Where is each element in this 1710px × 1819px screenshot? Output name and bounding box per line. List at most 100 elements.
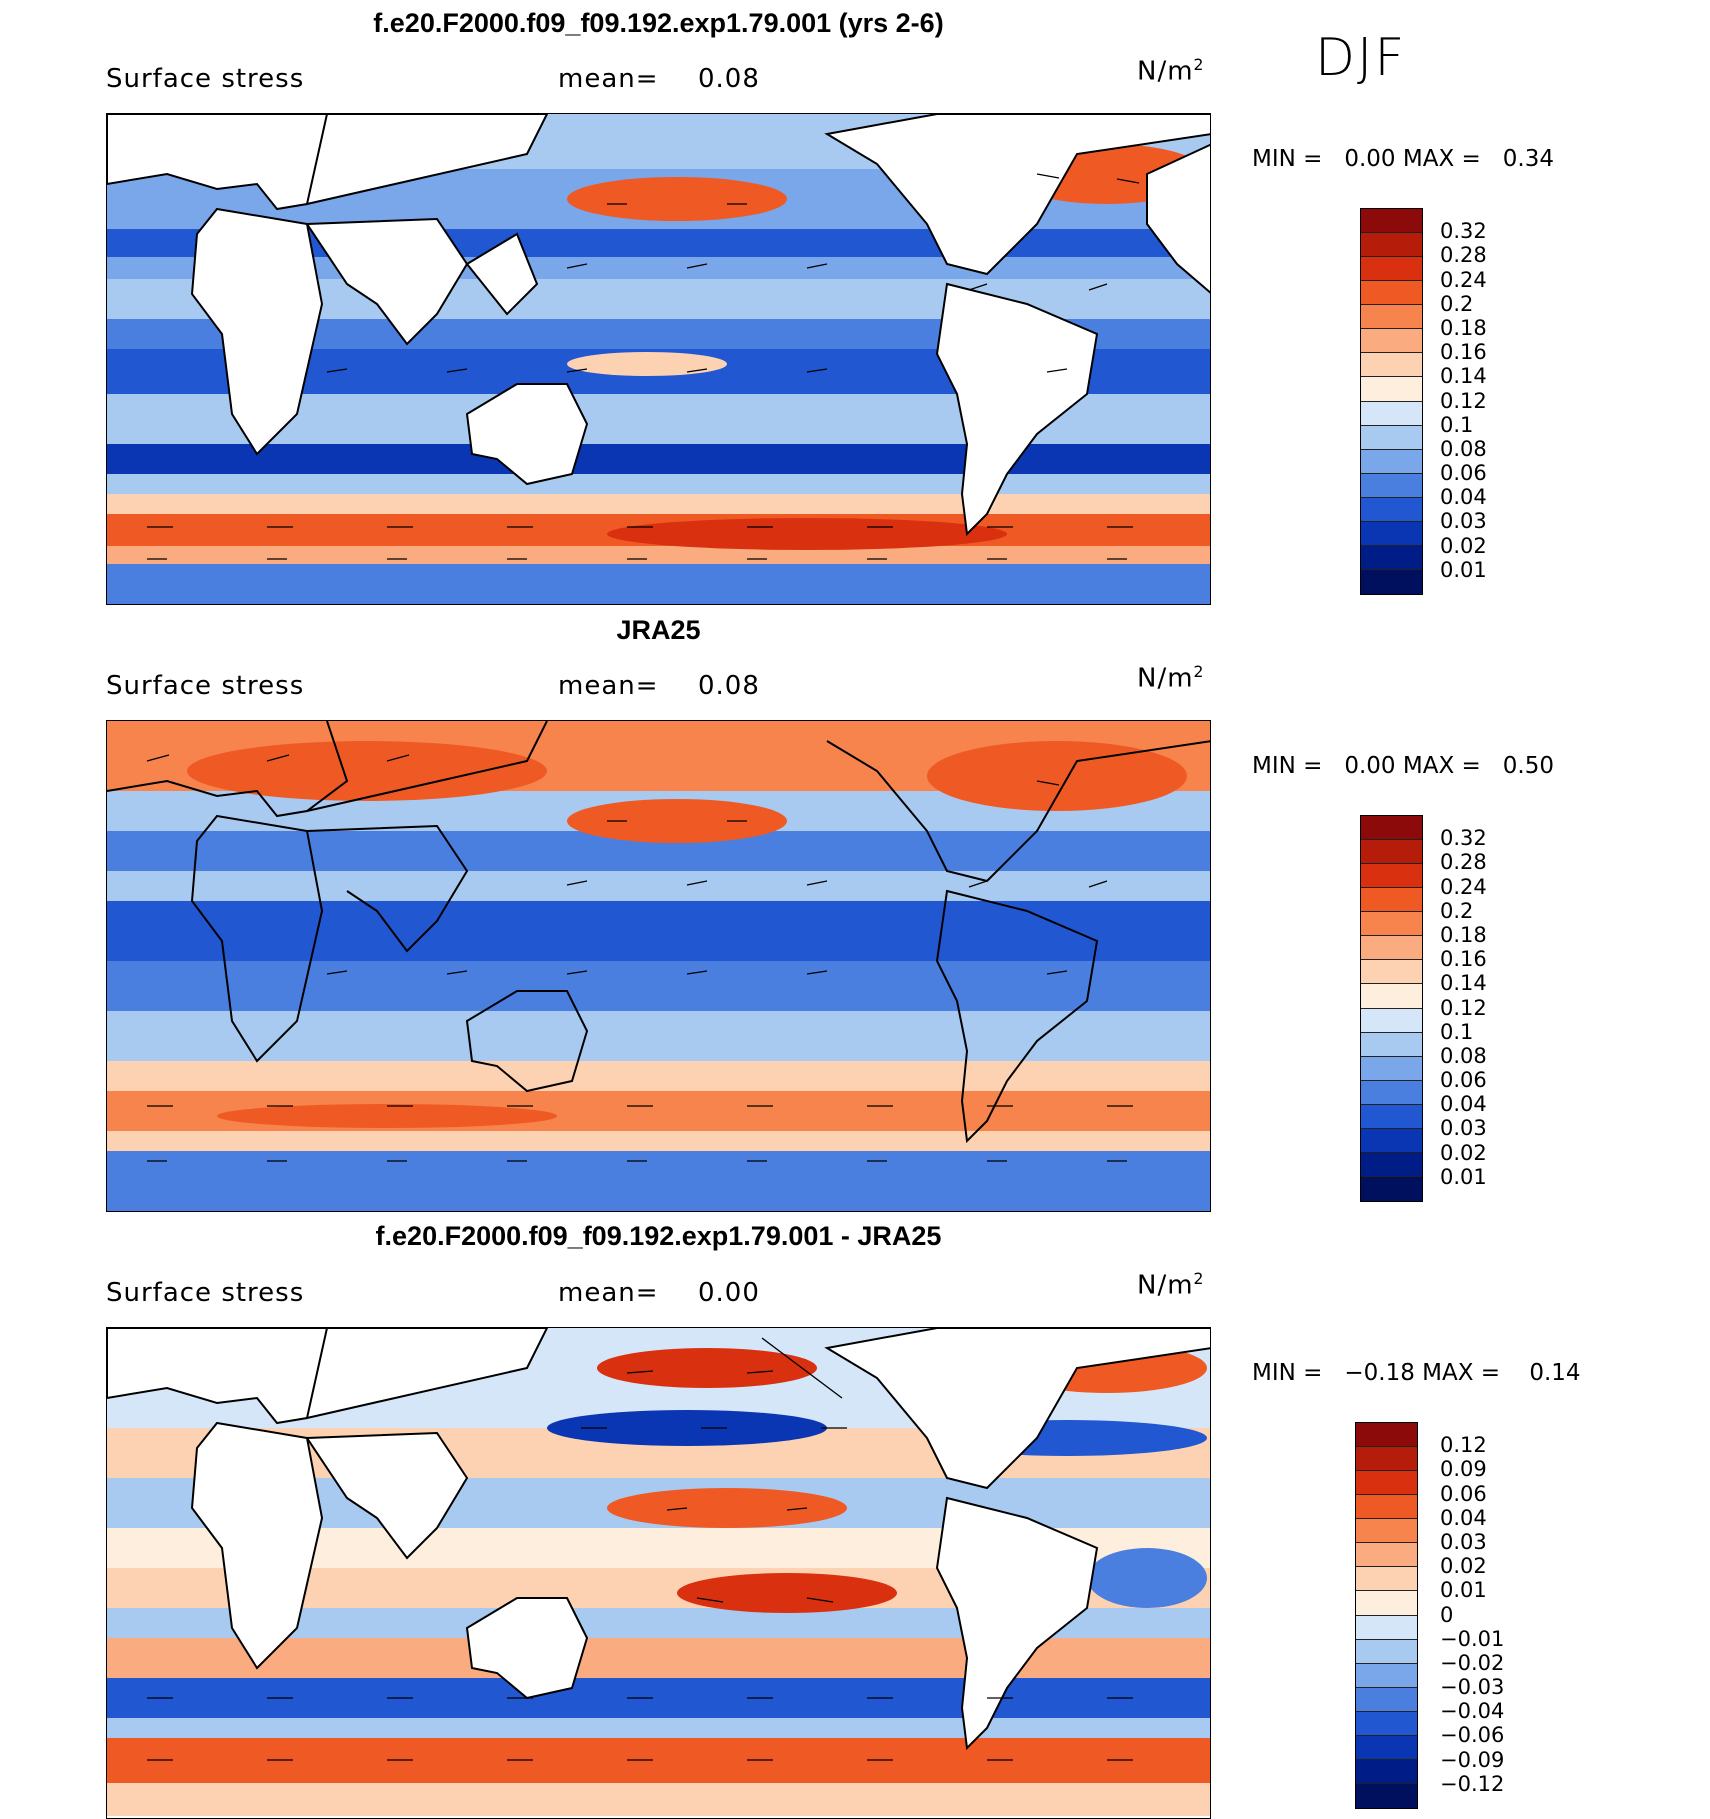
colorbar-segment	[1361, 233, 1422, 258]
panel-3-variable: Surface stress	[106, 1278, 305, 1308]
colorbar-tick-label: 0.16	[1440, 340, 1487, 365]
colorbar-segment	[1361, 497, 1422, 522]
colorbar-tick-label: −0.06	[1440, 1723, 1505, 1748]
colorbar-tick-label: 0.24	[1440, 267, 1487, 292]
colorbar-tick-label: 0.2	[1440, 898, 1474, 923]
colorbar-tick-label: 0.06	[1440, 1481, 1487, 1506]
colorbar-segment	[1361, 449, 1422, 474]
colorbar-tick-label: 0.32	[1440, 219, 1487, 244]
colorbar-segment	[1361, 1032, 1422, 1057]
colorbar-tick-label: −0.09	[1440, 1747, 1505, 1772]
colorbar-segment	[1356, 1591, 1417, 1616]
colorbar-segment	[1356, 1639, 1417, 1664]
colorbar-segment	[1361, 377, 1422, 402]
colorbar-tick-label: 0.28	[1440, 850, 1487, 875]
panel-2-title: JRA25	[616, 615, 701, 645]
panel-3-units: N/m2	[1137, 1270, 1205, 1301]
colorbar-tick-label: 0.08	[1440, 1043, 1487, 1068]
colorbar-segment	[1361, 1176, 1422, 1201]
colorbar-segment	[1361, 1080, 1422, 1105]
colorbar-tick-label: 0.04	[1440, 1092, 1487, 1117]
colorbar-tick-label: 0.2	[1440, 291, 1474, 316]
colorbar-segment	[1361, 1152, 1422, 1177]
colorbar-tick-label: 0.18	[1440, 315, 1487, 340]
colorbar-segment	[1356, 1687, 1417, 1712]
colorbar-segment	[1361, 888, 1422, 913]
colorbar-tick-label: 0.1	[1440, 1019, 1474, 1044]
colorbar-segment	[1356, 1543, 1417, 1568]
colorbar-segment	[1356, 1783, 1417, 1808]
colorbar-tick-label: 0.06	[1440, 461, 1487, 486]
colorbar-tick-label: 0.02	[1440, 533, 1487, 558]
colorbar-segment	[1361, 960, 1422, 985]
colorbar-segment	[1361, 840, 1422, 865]
colorbar-segment	[1361, 473, 1422, 498]
colorbar-tick-label: 0.04	[1440, 1505, 1487, 1530]
colorbar-tick-label: 0.03	[1440, 1116, 1487, 1141]
colorbar-segment	[1361, 912, 1422, 937]
colorbar-segment	[1361, 864, 1422, 889]
colorbar-tick-label: 0.03	[1440, 1529, 1487, 1554]
colorbar-segment	[1361, 257, 1422, 282]
colorbar-tick-label: 0.16	[1440, 947, 1487, 972]
panel-2-mean-value: 0.08	[698, 671, 760, 701]
panel-1-minmax: MIN = 0.00 MAX = 0.34	[1252, 146, 1554, 172]
colorbar-tick-label: 0.02	[1440, 1140, 1487, 1165]
panel-2-mean-label: mean=	[558, 671, 659, 701]
colorbar-segment	[1361, 1128, 1422, 1153]
colorbar-segment	[1361, 569, 1422, 594]
colorbar-segment	[1361, 521, 1422, 546]
colorbar-segment	[1356, 1759, 1417, 1784]
colorbar-tick-label: −0.04	[1440, 1699, 1505, 1724]
colorbar-tick-label: 0.14	[1440, 364, 1487, 389]
panel-2-minmax: MIN = 0.00 MAX = 0.50	[1252, 753, 1554, 779]
colorbar-segment	[1361, 353, 1422, 378]
colorbar-segment	[1356, 1735, 1417, 1760]
colorbar-tick-label: 0.09	[1440, 1457, 1487, 1482]
panel-1-map	[106, 113, 1211, 605]
panel-3-minmax: MIN = −0.18 MAX = 0.14	[1252, 1360, 1581, 1386]
colorbar-tick-label: 0	[1440, 1602, 1454, 1627]
colorbar-tick-label: 0.12	[1440, 388, 1487, 413]
panel-3-mean-value: 0.00	[698, 1278, 760, 1308]
colorbar-tick-label: 0.32	[1440, 826, 1487, 851]
colorbar-segment	[1361, 1056, 1422, 1081]
colorbar-tick-label: 0.14	[1440, 971, 1487, 996]
panel-1-variable: Surface stress	[106, 64, 305, 94]
colorbar-tick-label: −0.03	[1440, 1675, 1505, 1700]
panel-3-map	[106, 1327, 1211, 1819]
colorbar-segment	[1361, 209, 1422, 234]
colorbar-segment	[1361, 936, 1422, 961]
panel-1-units: N/m2	[1137, 56, 1205, 87]
colorbar-tick-label: 0.18	[1440, 922, 1487, 947]
colorbar-segment	[1361, 329, 1422, 354]
colorbar-tick-label: −0.01	[1440, 1626, 1505, 1651]
panel-3-title: f.e20.F2000.f09_f09.192.exp1.79.001 - JR…	[375, 1221, 942, 1251]
colorbar-tick-label: 0.12	[1440, 995, 1487, 1020]
colorbar-segment	[1361, 1008, 1422, 1033]
colorbar-tick-label: 0.01	[1440, 1578, 1487, 1603]
colorbar-segment	[1356, 1447, 1417, 1472]
colorbar-tick-label: 0.08	[1440, 436, 1487, 461]
panel-2-map	[106, 720, 1211, 1212]
panel-2-colorbar	[1360, 815, 1423, 1202]
colorbar-segment	[1361, 816, 1422, 841]
colorbar-segment	[1361, 1104, 1422, 1129]
colorbar-segment	[1356, 1567, 1417, 1592]
panel-1-mean-label: mean=	[558, 64, 659, 94]
colorbar-tick-label: 0.12	[1440, 1433, 1487, 1458]
colorbar-segment	[1356, 1423, 1417, 1448]
colorbar-tick-label: 0.1	[1440, 412, 1474, 437]
colorbar-segment	[1361, 281, 1422, 306]
colorbar-tick-label: 0.24	[1440, 874, 1487, 899]
colorbar-segment	[1361, 425, 1422, 450]
colorbar-tick-label: 0.28	[1440, 243, 1487, 268]
colorbar-tick-label: −0.12	[1440, 1771, 1505, 1796]
colorbar-segment	[1356, 1711, 1417, 1736]
colorbar-segment	[1361, 545, 1422, 570]
season-label: DJF	[1315, 28, 1407, 88]
colorbar-tick-label: 0.02	[1440, 1554, 1487, 1579]
colorbar-segment	[1356, 1615, 1417, 1640]
colorbar-tick-label: 0.04	[1440, 485, 1487, 510]
panel-2-variable: Surface stress	[106, 671, 305, 701]
